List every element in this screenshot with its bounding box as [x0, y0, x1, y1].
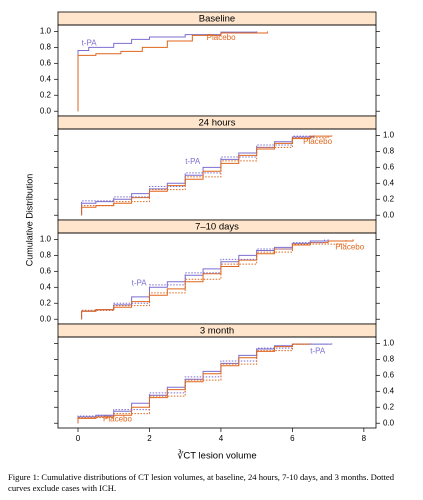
- x-tick-label: 0: [76, 434, 81, 443]
- y-tick-label: 1.0: [383, 130, 395, 139]
- series-label: Placebo: [207, 33, 236, 42]
- y-axis-label: Cumulative Distribution: [24, 174, 34, 267]
- series-label: t-PA: [310, 346, 326, 355]
- panel-title: Baseline: [199, 14, 235, 25]
- y-tick-label: 0.0: [40, 106, 52, 115]
- y-tick-label: 0.4: [383, 178, 395, 187]
- y-tick-label: 1.0: [40, 26, 52, 35]
- y-tick-label: 0.8: [383, 354, 395, 363]
- y-tick-label: 0.8: [40, 250, 52, 259]
- y-tick-label: 0.6: [383, 162, 395, 171]
- panel-title: 3 month: [200, 326, 234, 337]
- y-tick-label: 0.0: [40, 314, 52, 323]
- series-label: t-PA: [132, 278, 148, 287]
- dotted-line: [81, 135, 329, 216]
- line: [77, 31, 268, 112]
- x-tick-label: 4: [219, 434, 224, 443]
- y-tick-label: 0.4: [40, 282, 52, 291]
- x-tick-label: 6: [290, 434, 295, 443]
- y-tick-label: 0.2: [40, 298, 52, 307]
- y-tick-label: 0.8: [383, 146, 395, 155]
- line: [77, 343, 311, 424]
- y-tick-label: 0.4: [383, 386, 395, 395]
- y-tick-label: 0.0: [383, 418, 395, 427]
- y-tick-label: 0.8: [40, 42, 52, 51]
- panel-title: 7–10 days: [195, 222, 239, 233]
- y-tick-label: 1.0: [383, 338, 395, 347]
- x-tick-label: 8: [362, 434, 367, 443]
- series-label: Placebo: [103, 414, 132, 423]
- panel-frame: [57, 336, 377, 429]
- panel-frame: [57, 232, 377, 325]
- y-tick-label: 0.2: [383, 194, 395, 203]
- series-label: Placebo: [303, 137, 332, 146]
- x-axis-label: ∛CT lesion volume: [177, 450, 256, 462]
- x-tick-label: 2: [147, 434, 152, 443]
- line: [81, 135, 333, 216]
- y-tick-label: 0.0: [383, 210, 395, 219]
- y-tick-label: 0.6: [40, 58, 52, 67]
- y-tick-label: 0.2: [383, 402, 395, 411]
- line: [81, 239, 354, 320]
- y-tick-label: 0.4: [40, 74, 52, 83]
- y-tick-label: 1.0: [40, 234, 52, 243]
- caption: Figure 1: Cumulative distributions of CT…: [8, 472, 395, 493]
- y-tick-label: 0.6: [383, 370, 395, 379]
- chart: Cumulative Distribution Baseline 0.0 0.2 0.…: [24, 11, 395, 462]
- series-label: t-PA: [185, 157, 201, 166]
- series-label: Placebo: [335, 242, 364, 251]
- line: [77, 343, 333, 424]
- panel-title: 24 hours: [199, 118, 236, 129]
- dotted-line: [81, 239, 347, 320]
- y-tick-label: 0.6: [40, 266, 52, 275]
- y-tick-label: 0.2: [40, 90, 52, 99]
- series-label: t-PA: [82, 38, 98, 47]
- dotted-line: [77, 343, 308, 424]
